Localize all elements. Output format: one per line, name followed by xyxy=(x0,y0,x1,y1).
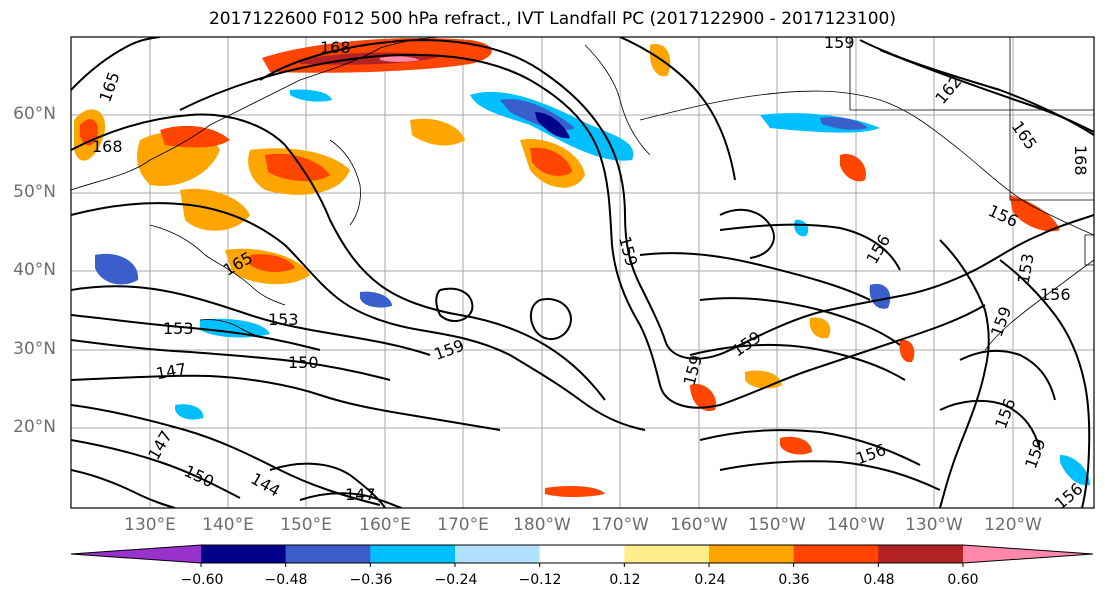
colorbar-tick-label: −0.12 xyxy=(518,572,562,588)
lon-label: 130°W xyxy=(905,515,963,535)
lat-label: 20°N xyxy=(13,417,56,437)
positive-anomaly-region xyxy=(1010,195,1060,232)
colorbar-swatch xyxy=(709,545,795,563)
colorbar-swatch xyxy=(963,545,1093,563)
contour-label: 147 xyxy=(345,485,376,504)
contour-label: 168 xyxy=(1071,145,1090,176)
lat-label: 50°N xyxy=(13,182,56,202)
positive-anomaly-region xyxy=(160,125,230,148)
positive-anomaly-region xyxy=(265,153,330,182)
lon-label: 180°W xyxy=(513,515,571,535)
lon-label: 130°E xyxy=(124,515,176,535)
colorbar-tick-label: −0.60 xyxy=(180,572,224,588)
contour-label: 153 xyxy=(268,310,299,329)
map-title: 2017122600 F012 500 hPa refract., IVT La… xyxy=(208,9,896,29)
lon-label: 170°E xyxy=(437,515,489,535)
positive-anomaly-region xyxy=(380,56,420,62)
coastlines xyxy=(71,37,1094,351)
negative-anomaly-region xyxy=(175,404,204,420)
colorbar-swatch xyxy=(624,545,710,563)
colorbar-tick-label: 0.24 xyxy=(694,572,726,588)
negative-anomaly-region xyxy=(360,291,392,308)
colorbar-tick-label: −0.48 xyxy=(264,572,308,588)
colorbar-ticks xyxy=(200,563,964,567)
colorbar-swatch xyxy=(539,545,625,563)
contour-label: 153 xyxy=(163,319,194,338)
colorbar-swatch xyxy=(370,545,456,563)
colorbar-tick-label: −0.36 xyxy=(349,572,393,588)
lon-label: 120°W xyxy=(984,515,1042,535)
colorbar-tick-label: 0.36 xyxy=(778,572,810,588)
positive-anomaly-region xyxy=(530,147,572,176)
lon-label: 140°E xyxy=(202,515,254,535)
lon-label: 170°W xyxy=(591,515,649,535)
lon-label: 160°E xyxy=(359,515,411,535)
positive-anomaly-region xyxy=(545,486,605,497)
contour-label: 168 xyxy=(92,137,123,156)
colorbar-swatch xyxy=(285,545,371,563)
contour-label: 168 xyxy=(320,38,351,57)
map-frame xyxy=(70,36,1095,509)
positive-anomaly-region xyxy=(809,317,831,339)
lat-label: 30°N xyxy=(13,339,56,359)
contour-label: 150 xyxy=(288,353,319,372)
negative-anomaly-region xyxy=(290,89,332,102)
colorbar-swatch xyxy=(455,545,541,563)
lat-label: 60°N xyxy=(13,104,56,124)
contour-label: 156 xyxy=(1040,285,1071,304)
lon-label: 150°W xyxy=(748,515,806,535)
negative-anomaly-region xyxy=(820,117,868,130)
colorbar-tick-label: 0.60 xyxy=(947,572,979,588)
positive-anomaly-region xyxy=(250,254,295,272)
positive-anomaly-region xyxy=(780,436,812,455)
negative-anomaly-region xyxy=(535,112,570,139)
positive-anomaly-region xyxy=(899,339,915,363)
positive-anomaly-region xyxy=(650,44,671,77)
colorbar-tick-label: 0.48 xyxy=(863,572,895,588)
colorbar-swatch xyxy=(71,545,201,563)
lat-label: 40°N xyxy=(13,260,56,280)
lon-label: 150°E xyxy=(280,515,332,535)
colorbar-tick-label: −0.24 xyxy=(434,572,478,588)
colorbar-tick-label: 0.12 xyxy=(609,572,641,588)
positive-anomaly-region xyxy=(410,118,465,146)
negative-anomaly-region xyxy=(200,318,270,338)
colorbar-swatch xyxy=(793,545,879,563)
lon-label: 160°W xyxy=(670,515,728,535)
negative-anomaly-region xyxy=(95,253,139,285)
negative-anomaly-region xyxy=(1060,455,1090,486)
positive-anomaly-region xyxy=(840,154,866,182)
colorbar-swatches xyxy=(71,545,1093,563)
colorbar-swatch xyxy=(878,545,964,563)
refractivity-contours xyxy=(71,37,1094,508)
colorbar-swatch xyxy=(201,545,287,563)
contour-label: 159 xyxy=(824,33,855,52)
negative-anomaly-region xyxy=(869,283,891,309)
positive-anomaly-region xyxy=(690,384,716,411)
lon-label: 140°W xyxy=(827,515,885,535)
